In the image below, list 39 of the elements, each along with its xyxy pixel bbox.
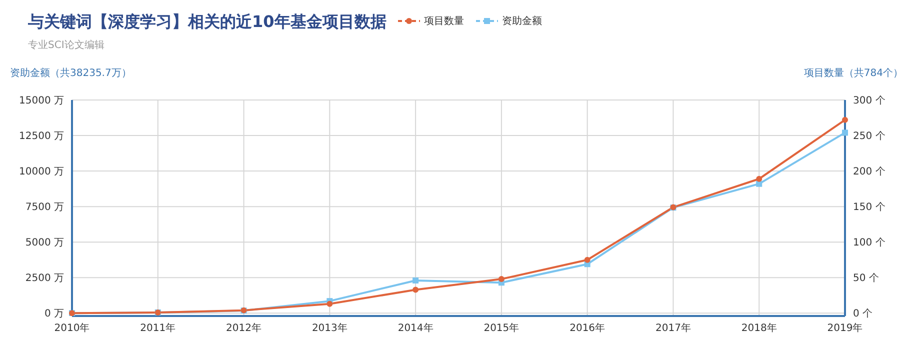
x-tick-label: 2019年 — [827, 322, 863, 334]
y-tick-label: 7500 万 — [25, 202, 64, 214]
y-tick-label: 12500 万 — [19, 131, 64, 142]
x-tick-label: 2018年 — [741, 322, 777, 334]
chart-title: 与关键词【深度学习】相关的近10年基金项目数据 — [28, 12, 386, 33]
y2-tick-label: 0 个 — [853, 308, 873, 320]
x-tick-label: 2015年 — [484, 322, 520, 334]
y-tick-label: 15000 万 — [19, 96, 64, 107]
y2-tick-label: 150 个 — [853, 201, 886, 214]
point — [842, 130, 848, 136]
y2-tick-label: 50 个 — [853, 272, 879, 284]
x-tick-label: 2017年 — [655, 322, 691, 334]
x-tick-label: 2011年 — [140, 322, 176, 334]
point — [326, 300, 333, 307]
legend-label: 资助金额 — [501, 14, 542, 28]
y2-axis-title: 项目数量（共784个） — [804, 66, 903, 80]
point — [756, 176, 762, 182]
chart-subtitle: 专业SCI论文编辑 — [28, 38, 104, 52]
x-tick-label: 2016年 — [570, 322, 606, 334]
point — [412, 286, 419, 293]
x-tick-label: 2010年 — [54, 322, 90, 334]
point — [584, 256, 590, 263]
y2-tick-label: 300 个 — [853, 94, 886, 107]
y-tick-label: 10000 万 — [19, 166, 64, 178]
y-tick-label: 2500 万 — [25, 273, 64, 284]
y2-tick-label: 250 个 — [853, 130, 886, 142]
point — [842, 116, 848, 123]
x-tick-label: 2014年 — [398, 322, 434, 334]
legend-label: 项目数量 — [423, 15, 464, 28]
point — [756, 180, 762, 187]
point — [498, 276, 504, 282]
y2-tick-label: 100 个 — [853, 236, 886, 249]
x-tick-label: 2013年 — [312, 322, 348, 334]
y-tick-label: 5000 万 — [25, 238, 64, 249]
point — [412, 277, 419, 284]
x-tick-label: 2012年 — [226, 322, 262, 334]
y-axis-title: 资助金额（共38235.7万） — [10, 66, 132, 80]
y-tick-label: 0 万 — [44, 308, 64, 320]
y2-tick-label: 200 个 — [853, 166, 886, 178]
